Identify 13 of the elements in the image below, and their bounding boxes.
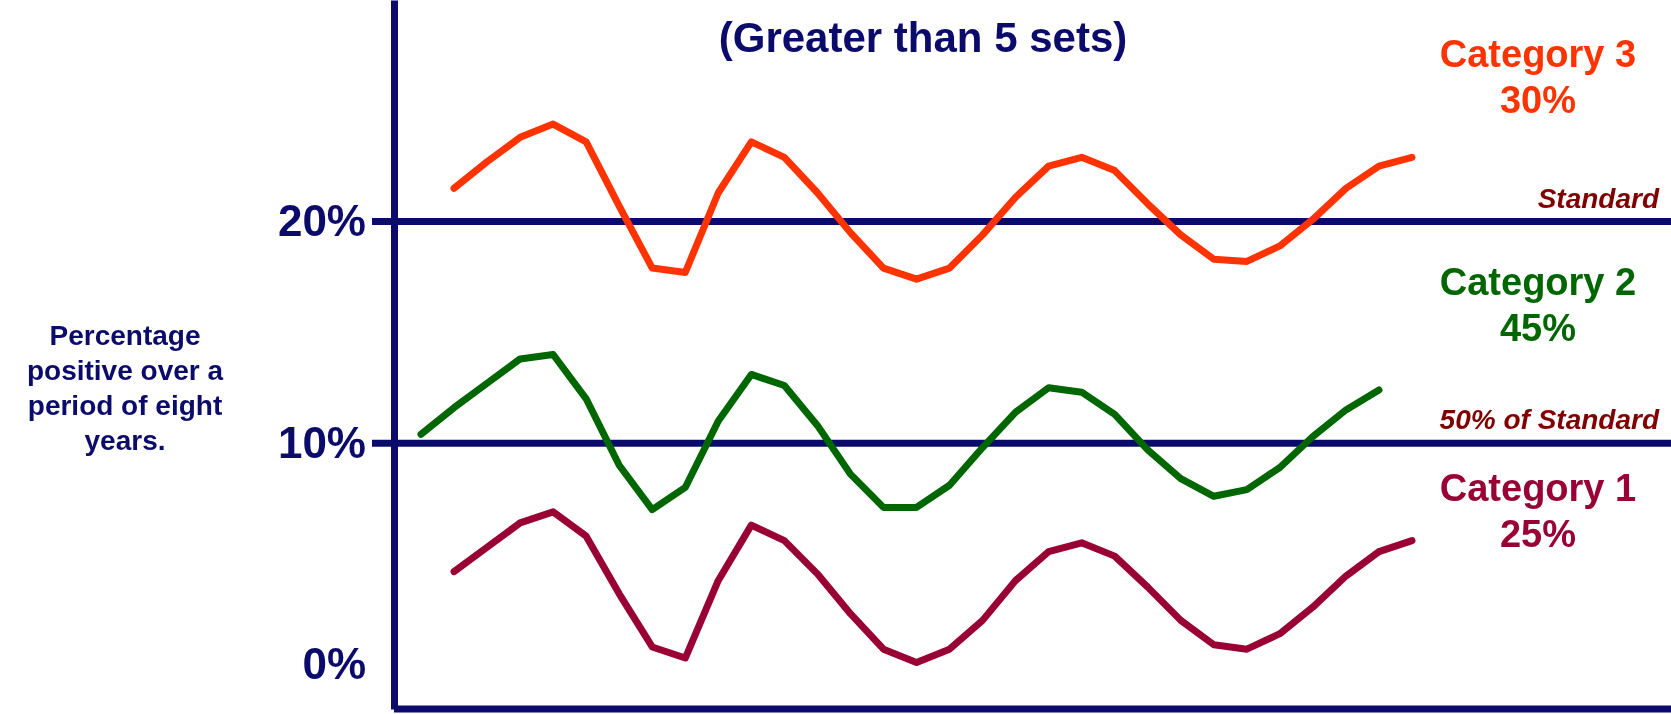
y-tick-label: 0% [302,639,366,689]
y-axis-title: Percentage positive over a period of eight years. [26,320,224,456]
ref-line-label: Standard [1537,182,1660,214]
text: 45% [1499,306,1577,349]
text: Category 3 [1439,33,1637,76]
text: 30% [1499,79,1577,122]
y-tick-label: 10% [277,417,366,467]
text: 25% [1499,512,1577,555]
chart-title: (Greater than 5 sets) [718,14,1128,61]
ref-line-label: 50% of Standard [1439,404,1660,436]
y-tick-label: 20% [277,196,366,246]
text: Category 2 [1439,260,1637,303]
series-label: Category 1 [1439,466,1637,509]
